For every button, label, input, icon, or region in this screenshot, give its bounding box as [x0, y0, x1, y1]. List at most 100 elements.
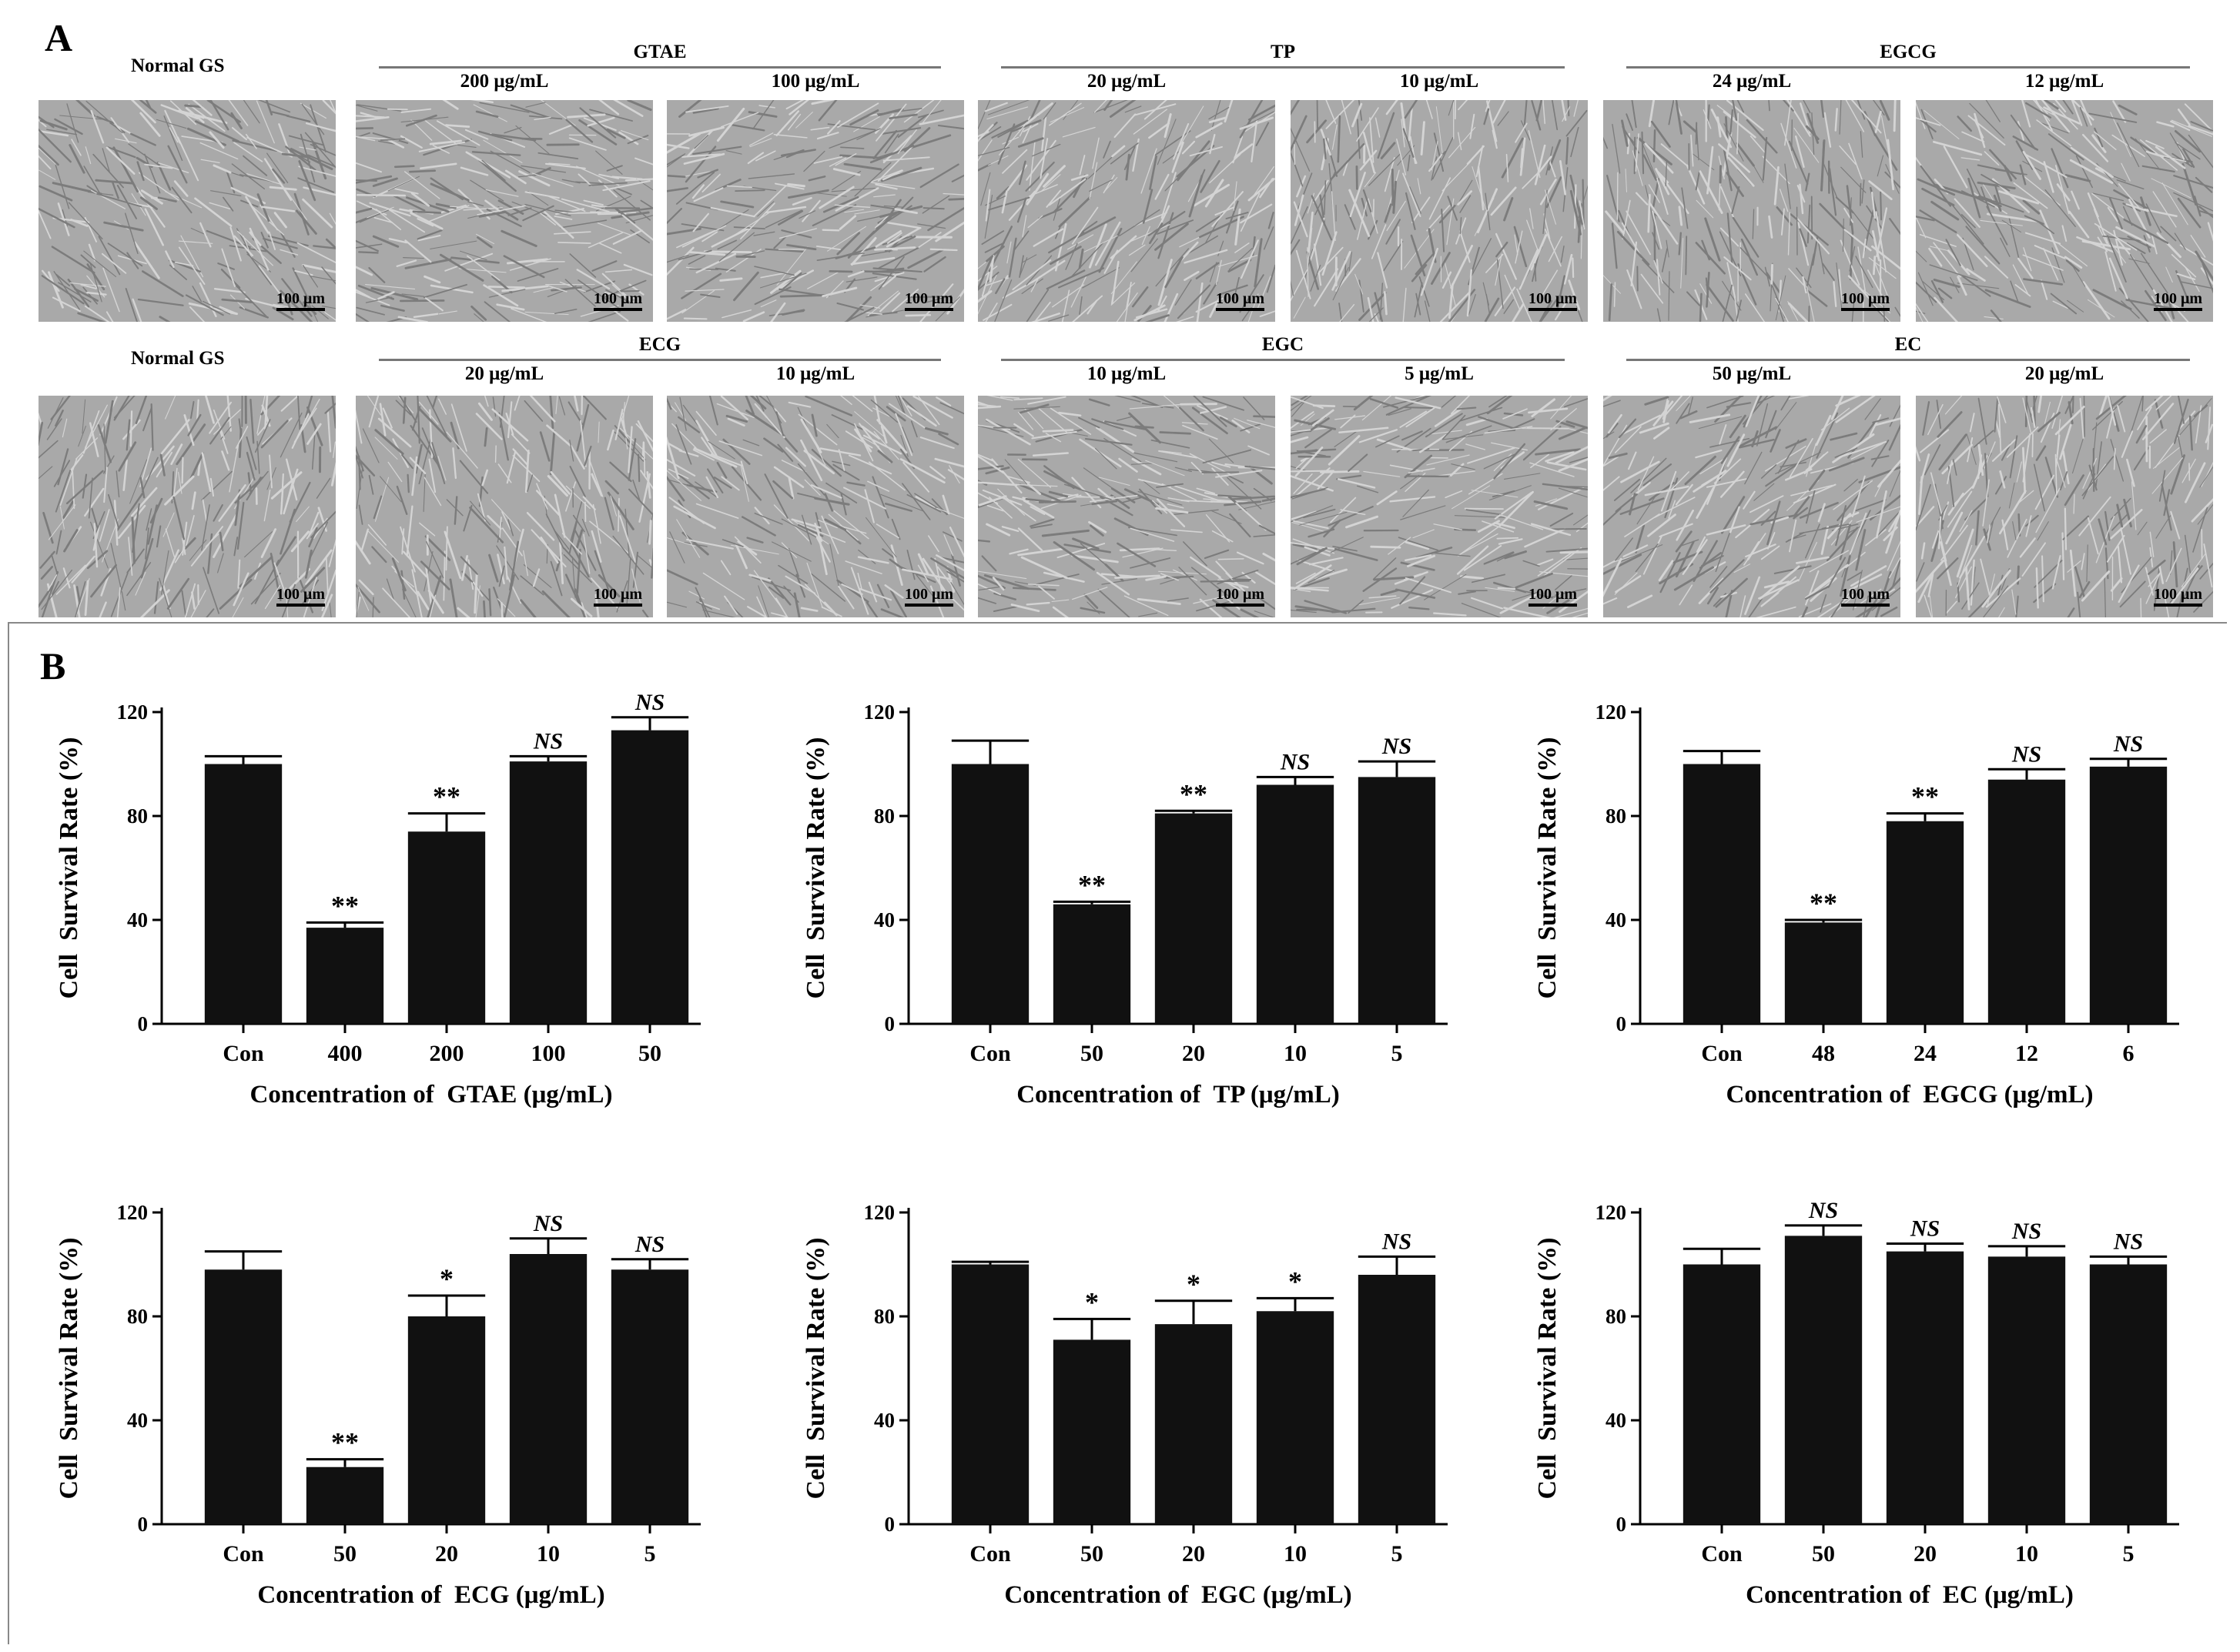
bar-10: [509, 1254, 588, 1524]
x-tick-label: 5: [1391, 1041, 1403, 1066]
micrograph-r2-c2: 100 μm: [667, 396, 964, 617]
micrograph-texture: [667, 396, 964, 617]
scale-bar-label: 100 μm: [1841, 290, 1890, 307]
concentration-label: 20 μg/mL: [2024, 363, 2104, 384]
x-tick-label: 100: [531, 1041, 566, 1066]
bar-6: [2089, 766, 2168, 1024]
x-tick-label: 6: [2123, 1041, 2135, 1066]
group-title: EGC: [1261, 334, 1304, 355]
bar-20: [1154, 813, 1233, 1024]
scale-bar-label: 100 μm: [905, 290, 953, 307]
scale-bar-line: [276, 604, 325, 607]
x-axis-title: Concentration of EGCG (μg/mL): [1726, 1081, 2093, 1109]
y-tick-label: 0: [138, 1513, 149, 1536]
bar-100: [509, 761, 588, 1024]
normal-gs-label: Normal GS: [131, 55, 225, 76]
micrograph-texture: [39, 396, 336, 617]
group-underline: [1001, 359, 1565, 361]
chart-svg: 0 40 80 120 Con 50 ** 20 ** 10 NS 5 NS Concentration …: [802, 701, 1448, 1109]
panel-a-letter: A: [45, 16, 73, 59]
group-title: EC: [1894, 334, 1922, 355]
x-axis-title: Concentration of GTAE (μg/mL): [250, 1081, 613, 1109]
x-axis-title: Concentration of ECG (μg/mL): [257, 1581, 604, 1609]
chart-svg: 0 40 80 120 Con 50 NS 20 NS 10 NS 5 NS Concentration …: [1533, 1198, 2179, 1609]
x-tick-label: Con: [1701, 1541, 1743, 1567]
chart-svg: 0 40 80 120 Con 48 ** 24 ** 12 NS 6 NS Concentration …: [1533, 701, 2179, 1109]
micrograph-r2-c1: 100 μm: [356, 396, 653, 617]
normal-gs-label: Normal GS: [131, 348, 225, 369]
x-axis-title: Concentration of EC (μg/mL): [1746, 1581, 2074, 1609]
y-tick-label: 120: [864, 1201, 896, 1224]
concentration-label: 100 μg/mL: [771, 71, 860, 92]
concentration-label: 200 μg/mL: [460, 71, 549, 92]
concentration-label: 5 μg/mL: [1405, 363, 1474, 384]
concentration-label: 50 μg/mL: [1712, 363, 1792, 384]
bar-20: [407, 1316, 486, 1524]
bar-chart-6: 0 40 80 120 Con 50 NS 20 NS 10 NS 5 NS Concentration …: [1509, 1178, 2202, 1640]
micrograph-texture: [667, 100, 964, 322]
significance-label: **: [1911, 781, 1939, 812]
y-tick-label: 120: [117, 1201, 149, 1224]
group-underline: [1626, 66, 2190, 69]
scale-bar-line: [905, 604, 953, 607]
bar-Con: [951, 1264, 1030, 1524]
x-axis-title: Concentration of EGC (μg/mL): [1004, 1581, 1351, 1609]
significance-label: **: [433, 781, 460, 812]
x-tick-label: Con: [969, 1041, 1011, 1066]
micrograph-normal-r2: 100 μm: [39, 396, 336, 617]
y-tick-label: 0: [138, 1012, 149, 1035]
micrograph-r2-c3: 100 μm: [978, 396, 1275, 617]
bar-Con: [1683, 764, 1761, 1024]
x-tick-label: Con: [223, 1541, 264, 1567]
bar-50: [611, 730, 689, 1024]
y-axis-title: Cell Survival Rate (%): [55, 1238, 83, 1500]
significance-label: NS: [533, 728, 563, 754]
scale-bar: 100 μm: [2154, 587, 2202, 607]
micrograph-texture: [356, 396, 653, 617]
significance-label: *: [1085, 1286, 1099, 1317]
y-tick-label: 120: [1595, 701, 1627, 724]
scale-bar: 100 μm: [1216, 587, 1264, 607]
y-tick-label: 80: [127, 804, 148, 828]
micrograph-texture: [1291, 396, 1588, 617]
bar-chart-2: 0 40 80 120 Con 50 ** 20 ** 10 NS 5 NS Concentration …: [778, 677, 1471, 1139]
y-tick-label: 80: [874, 1305, 895, 1328]
x-tick-label: 10: [1284, 1541, 1307, 1567]
micrograph-r2-c6: 100 μm: [1916, 396, 2213, 617]
significance-label: NS: [1280, 749, 1310, 774]
chart-svg: 0 40 80 120 Con 50 * 20 * 10 * 5 NS Concentration of …: [802, 1201, 1448, 1609]
bar-50: [1053, 1339, 1131, 1524]
bar-200: [407, 831, 486, 1024]
micrograph-r2-c4: 100 μm: [1291, 396, 1588, 617]
scale-bar: 100 μm: [905, 587, 953, 607]
scale-bar-line: [276, 308, 325, 311]
scale-bar-line: [1216, 604, 1264, 607]
y-axis-title: Cell Survival Rate (%): [802, 1238, 830, 1500]
micrograph-r1-c2: 100 μm: [667, 100, 964, 322]
y-axis-title: Cell Survival Rate (%): [1533, 1238, 1562, 1500]
concentration-label: 20 μg/mL: [1087, 71, 1167, 92]
bar-5: [1358, 1275, 1436, 1524]
x-tick-label: Con: [1701, 1041, 1743, 1066]
y-tick-label: 120: [864, 701, 896, 724]
y-axis-title: Cell Survival Rate (%): [802, 737, 830, 999]
panel-b-frame: [8, 622, 2227, 1644]
bar-5: [611, 1269, 689, 1524]
chart-svg: 0 40 80 120 Con 400 ** 200 ** 100 NS 50 NS Concentrat…: [55, 690, 701, 1109]
x-axis-title: Concentration of TP (μg/mL): [1016, 1081, 1340, 1109]
y-tick-label: 0: [885, 1012, 896, 1035]
concentration-label: 12 μg/mL: [2024, 71, 2104, 92]
scale-bar-line: [1841, 308, 1890, 311]
scale-bar-label: 100 μm: [1216, 290, 1264, 307]
y-tick-label: 80: [1606, 1305, 1626, 1328]
significance-label: NS: [1808, 1198, 1838, 1223]
x-tick-label: 5: [2123, 1541, 2135, 1567]
x-tick-label: 50: [1812, 1541, 1835, 1567]
scale-bar: 100 μm: [1528, 587, 1577, 607]
bar-20: [1886, 1251, 1964, 1524]
scale-bar: 100 μm: [276, 587, 325, 607]
significance-label: NS: [1381, 1229, 1411, 1254]
x-tick-label: 20: [435, 1541, 458, 1567]
bar-20: [1154, 1324, 1233, 1524]
y-tick-label: 120: [117, 701, 149, 724]
